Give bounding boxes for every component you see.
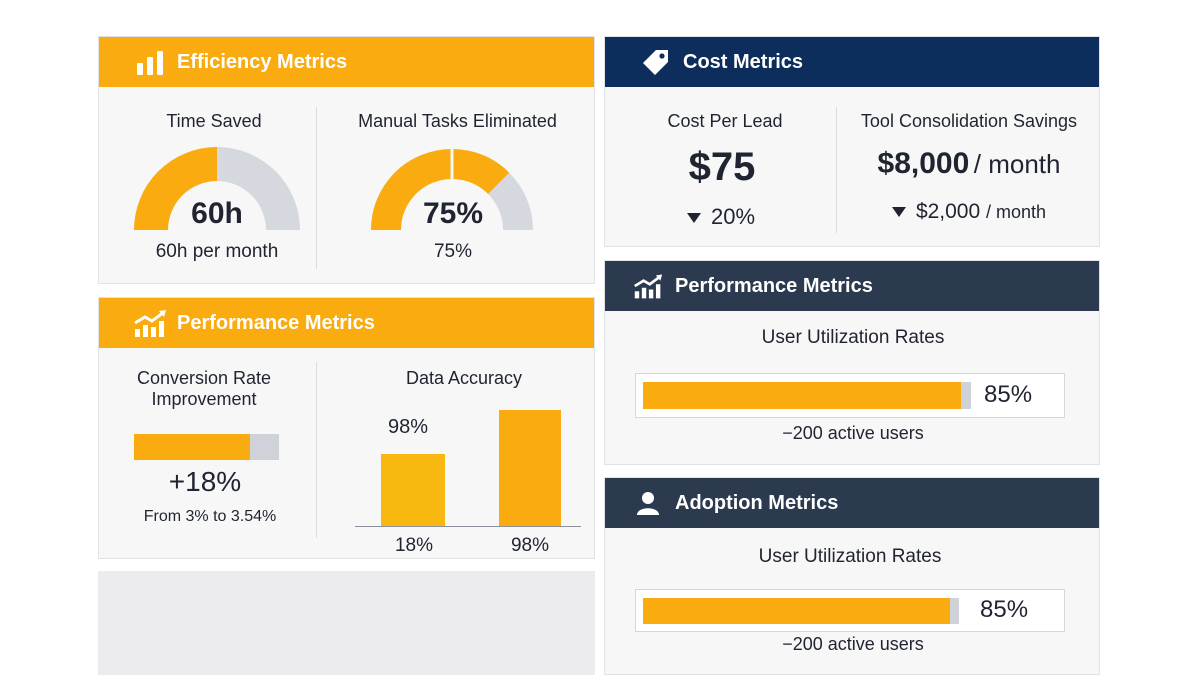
manual-tasks-label: Manual Tasks Eliminated: [358, 111, 557, 131]
down-triangle-icon: [686, 213, 701, 224]
efficiency-metrics-panel: Efficiency Metrics Time Saved 60h 60h pe…: [98, 36, 595, 284]
performance-metrics-panel-right: Performance Metrics User Utilization Rat…: [604, 260, 1100, 465]
data-accuracy-bar-2: [499, 410, 561, 526]
adoption-utilization-bar: [643, 598, 959, 624]
adoption-utilization-value: 85%: [980, 596, 1029, 623]
perf-utilization-bar: [643, 382, 971, 409]
adoption-active-users: −200 active users: [782, 634, 924, 654]
efficiency-metrics-title: Efficiency Metrics: [177, 50, 348, 73]
manual-tasks-value: 75%: [422, 197, 484, 230]
data-accuracy-baseline: [355, 526, 581, 527]
perf-utilization-value: 85%: [984, 381, 1033, 408]
bar-chart-icon: [133, 47, 167, 77]
cost-metrics-header: Cost Metrics: [605, 37, 1099, 87]
down-triangle-icon: [891, 207, 906, 218]
time-saved-label: Time Saved: [166, 111, 262, 131]
trend-chart-icon: [133, 308, 167, 338]
perf-utilization-label: User Utilization Rates: [761, 327, 945, 348]
adoption-utilization-box: 85%: [635, 589, 1065, 632]
efficiency-metrics-header: Efficiency Metrics: [99, 37, 594, 87]
conversion-rate-value: +18%: [168, 466, 242, 497]
time-saved-value: 60h: [191, 197, 243, 230]
perf-utilization-box: 85%: [635, 373, 1065, 418]
adoption-metrics-header: Adoption Metrics: [605, 478, 1099, 528]
performance-metrics-title-right: Performance Metrics: [675, 274, 873, 297]
perf-utilization-bar-fill: [643, 382, 962, 409]
conversion-rate-label: Conversion Rate Improvement: [136, 368, 272, 409]
adoption-metrics-title: Adoption Metrics: [675, 491, 839, 514]
tool-savings-unit: / month: [973, 149, 1061, 179]
adoption-utilization-bar-fill: [643, 598, 950, 624]
performance-metrics-header-left: Performance Metrics: [99, 298, 594, 348]
perf-active-users: −200 active users: [782, 423, 924, 443]
adoption-metrics-panel: Adoption Metrics User Utilization Rates …: [604, 477, 1100, 675]
trend-chart-icon: [631, 271, 665, 301]
performance-metrics-panel-left: Performance Metrics Conversion Rate Impr…: [98, 297, 595, 559]
performance-metrics-header-right: Performance Metrics: [605, 261, 1099, 311]
tool-savings-value-row: $8,000 / month: [845, 147, 1093, 181]
tool-savings-label: Tool Consolidation Savings: [860, 111, 1078, 131]
tool-savings-change: $2,000 / month: [845, 200, 1093, 224]
cost-per-lead-value: $75: [688, 145, 756, 189]
conversion-rate-subtext: From 3% to 3.54%: [143, 508, 277, 525]
conversion-rate-bar-fill: [134, 434, 250, 460]
data-accuracy-x-label-1: 18%: [394, 535, 434, 556]
empty-placeholder-panel: [98, 571, 595, 675]
cost-per-lead-change: 20%: [605, 204, 837, 230]
price-tag-icon: [639, 47, 673, 77]
cost-metrics-panel: Cost Metrics Cost Per Lead $75 20% Tool …: [604, 36, 1100, 247]
manual-tasks-subtext: 75%: [433, 241, 473, 262]
adoption-utilization-label: User Utilization Rates: [758, 546, 942, 567]
conversion-rate-bar: [134, 434, 279, 460]
performance-metrics-title-left: Performance Metrics: [177, 311, 375, 334]
data-accuracy-bar-label: 98%: [388, 416, 429, 438]
user-icon: [631, 488, 665, 518]
cost-per-lead-label: Cost Per Lead: [667, 111, 783, 131]
cost-metrics-title: Cost Metrics: [683, 50, 804, 73]
time-saved-subtext: 60h per month: [155, 241, 279, 262]
time-saved-gauge: [134, 147, 300, 230]
tool-savings-value: $8,000: [877, 147, 970, 180]
data-accuracy-bar-1: [381, 454, 445, 526]
data-accuracy-x-label-2: 98%: [510, 535, 550, 556]
data-accuracy-label: Data Accuracy: [405, 368, 523, 388]
manual-tasks-gauge: [371, 148, 533, 230]
